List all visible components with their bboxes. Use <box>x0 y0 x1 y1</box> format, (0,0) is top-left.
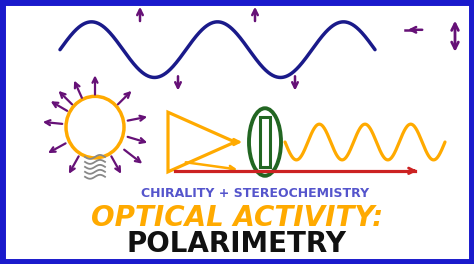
Text: CHIRALITY + STEREOCHEMISTRY: CHIRALITY + STEREOCHEMISTRY <box>141 187 369 200</box>
Text: POLARIMETRY: POLARIMETRY <box>127 230 347 258</box>
Text: OPTICAL ACTIVITY:: OPTICAL ACTIVITY: <box>91 203 383 232</box>
